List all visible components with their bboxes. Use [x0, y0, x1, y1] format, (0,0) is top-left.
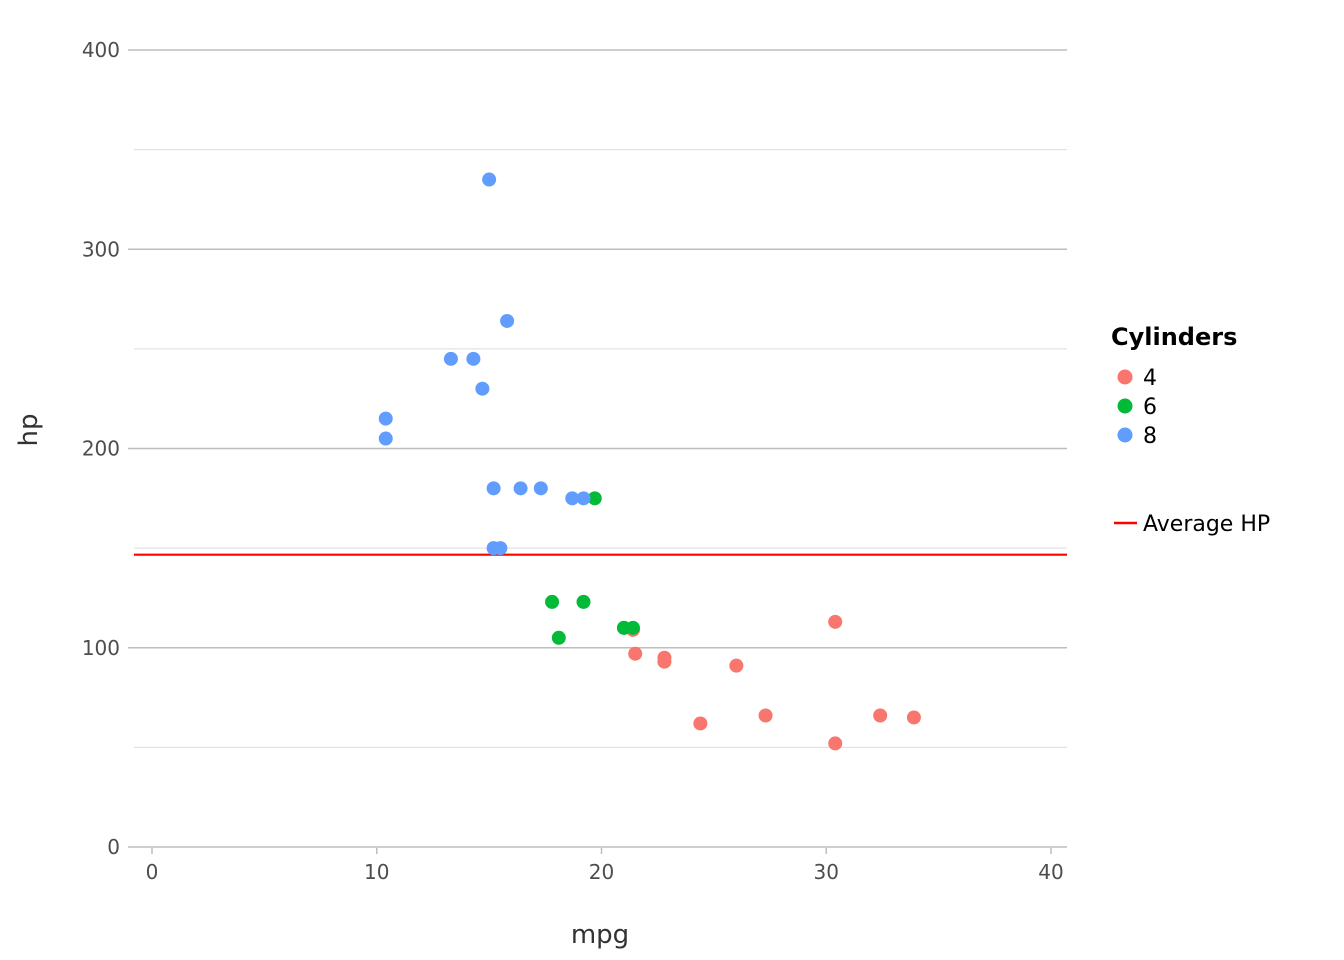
data-point-cyl-6 [545, 594, 560, 609]
y-tick-label: 100 [82, 636, 120, 660]
data-point-cyl-8 [475, 381, 490, 396]
legend-label-8: 8 [1143, 424, 1157, 449]
y-tick-label: 300 [82, 237, 120, 261]
data-point-cyl-8 [378, 411, 393, 426]
data-point-cyl-8 [378, 431, 393, 446]
y-axis-title: hp [14, 414, 44, 447]
legend-key-6 [1117, 398, 1133, 414]
data-point-cyl-4 [828, 736, 843, 751]
legend-title: Cylinders [1111, 323, 1237, 351]
x-axis-title: mpg [571, 920, 629, 950]
data-point-cyl-8 [513, 481, 528, 496]
legend-key-4 [1117, 369, 1133, 385]
data-point-cyl-4 [828, 614, 843, 629]
data-point-cyl-4 [693, 716, 708, 731]
data-point-cyl-4 [657, 650, 672, 665]
y-tick-label: 400 [82, 38, 120, 62]
y-tick-label: 200 [82, 437, 120, 461]
y-tick-label: 0 [107, 835, 120, 859]
data-point-cyl-8 [486, 481, 501, 496]
data-point-cyl-8 [533, 481, 548, 496]
data-point-cyl-6 [625, 620, 640, 635]
x-tick-label: 40 [1038, 860, 1063, 884]
data-points [378, 172, 921, 751]
grid-lines [134, 49, 1067, 848]
data-point-cyl-8 [486, 541, 501, 556]
data-point-cyl-6 [576, 594, 591, 609]
legend-label-average-hp: Average HP [1143, 512, 1270, 537]
axes: 0 100 200 300 400 0 10 20 30 40 [82, 38, 1064, 884]
data-point-cyl-4 [628, 646, 643, 661]
data-point-cyl-4 [729, 658, 744, 673]
data-point-cyl-8 [565, 491, 580, 506]
x-tick-label: 0 [146, 860, 159, 884]
data-point-cyl-4 [758, 708, 773, 723]
data-point-cyl-6 [587, 491, 602, 506]
data-point-cyl-8 [500, 313, 515, 328]
legend-key-8 [1117, 427, 1133, 443]
data-point-cyl-4 [906, 710, 921, 725]
data-point-cyl-8 [576, 491, 591, 506]
data-point-cyl-4 [873, 708, 888, 723]
data-point-cyl-8 [443, 351, 458, 366]
legend-label-6: 6 [1143, 395, 1157, 420]
legend: Cylinders 4 6 8 Average HP [1111, 323, 1270, 537]
x-tick-label: 30 [814, 860, 839, 884]
x-tick-label: 20 [589, 860, 614, 884]
data-point-cyl-8 [466, 351, 481, 366]
legend-label-4: 4 [1143, 366, 1157, 391]
x-tick-label: 10 [364, 860, 389, 884]
data-point-cyl-8 [482, 172, 497, 187]
data-point-cyl-6 [551, 630, 566, 645]
